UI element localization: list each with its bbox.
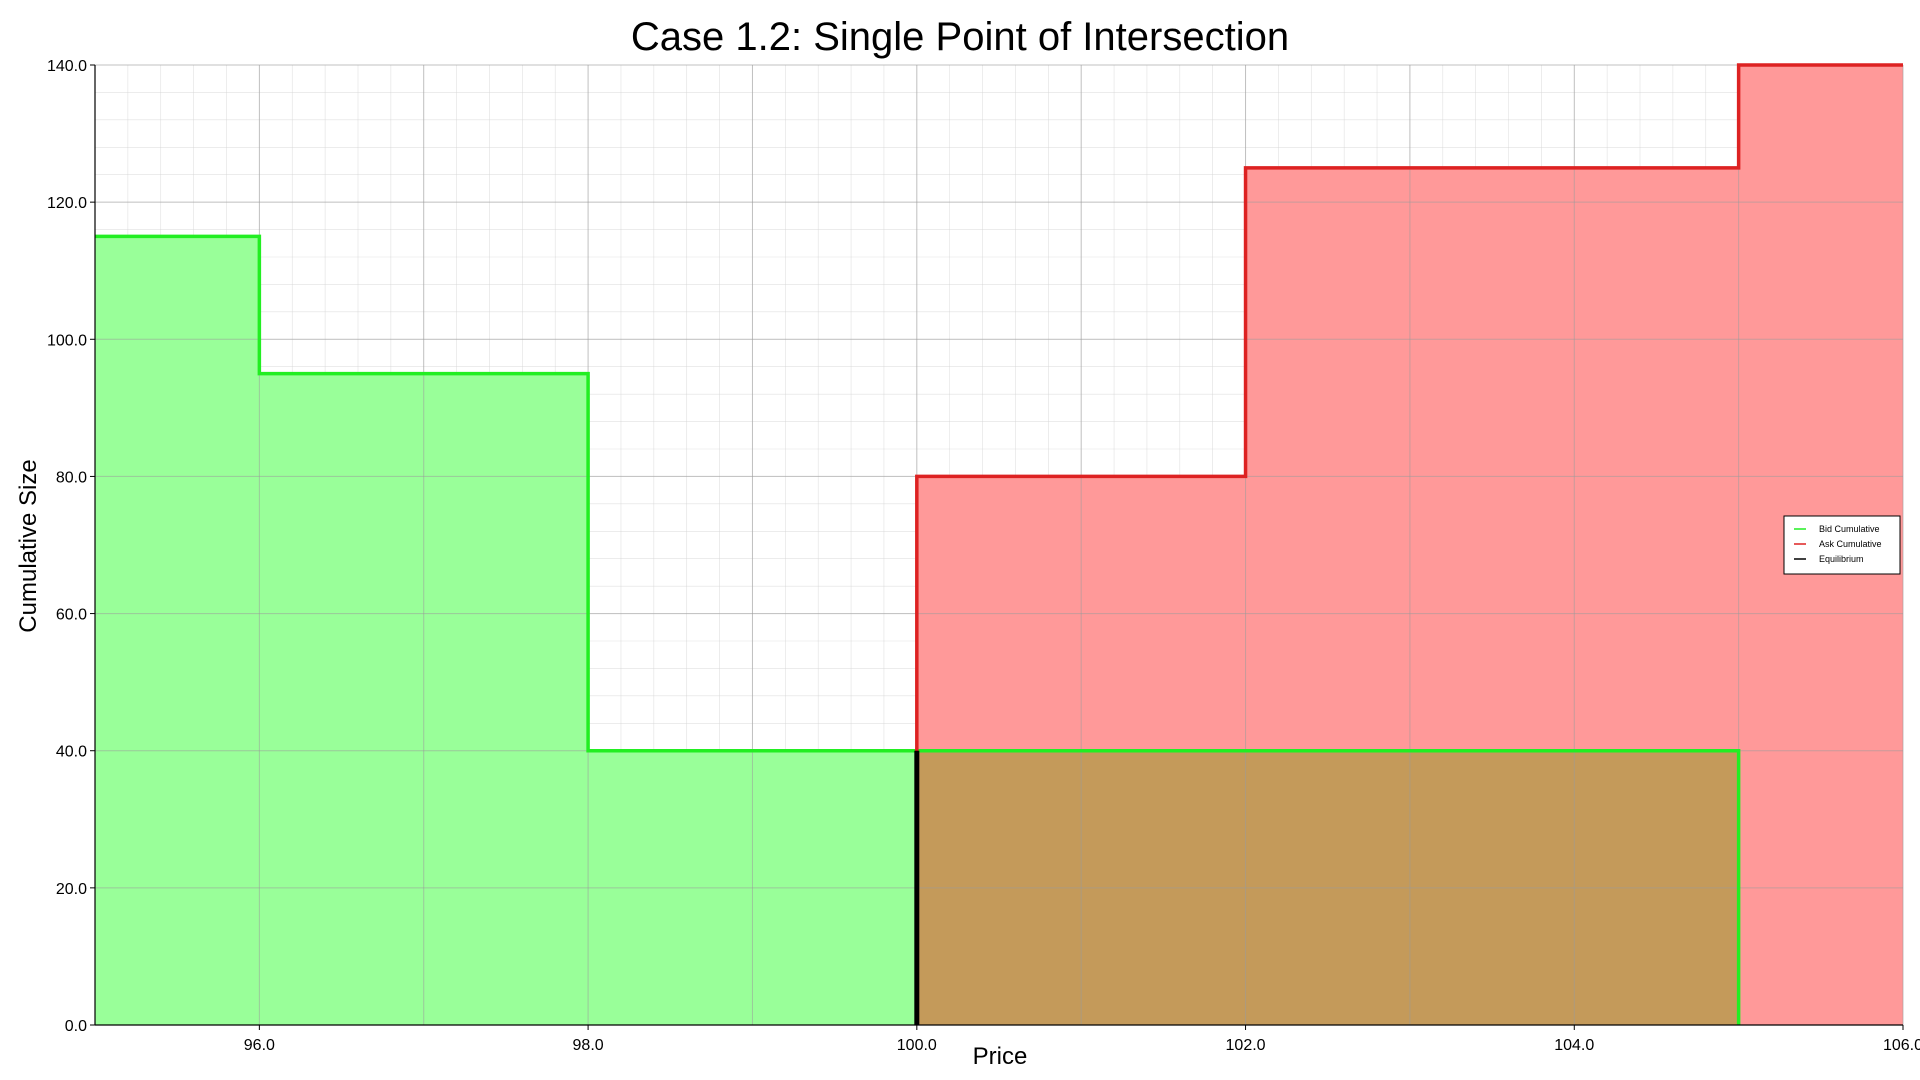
x-tick-label: 96.0 — [244, 1037, 275, 1054]
tick-labels: 96.0 98.0 100.0 102.0 104.0 106.0 0.0 20.0 40.0 6… — [47, 58, 1920, 1054]
legend-label-bid: Bid Cumulative — [1819, 524, 1880, 534]
chart-title: Case 1.2: Single Point of Intersection — [631, 15, 1289, 59]
y-tick-label: 100.0 — [47, 332, 87, 349]
x-tick-label: 100.0 — [897, 1037, 937, 1054]
y-tick-label: 140.0 — [47, 58, 87, 75]
x-axis-label: Price — [973, 1043, 1028, 1070]
y-tick-label: 40.0 — [56, 744, 87, 761]
y-axis-label: Cumulative Size — [15, 459, 42, 632]
x-tick-label: 102.0 — [1226, 1037, 1266, 1054]
y-tick-label: 120.0 — [47, 195, 87, 212]
x-tick-label: 106.0 — [1883, 1037, 1920, 1054]
x-tick-label: 104.0 — [1554, 1037, 1594, 1054]
y-tick-label: 80.0 — [56, 469, 87, 486]
axes — [90, 64, 1904, 1030]
ask-cumulative-line — [915, 63, 1903, 1025]
bid-cumulative-line — [95, 234, 1741, 1025]
legend-box — [1783, 515, 1901, 575]
x-tick-label: 98.0 — [573, 1037, 604, 1054]
y-tick-label: 20.0 — [56, 881, 87, 898]
series-lines — [95, 63, 1903, 1025]
legend-label-equilibrium: Equilibrium — [1819, 554, 1864, 564]
legend: Bid Cumulative Ask Cumulative Equilibriu… — [1783, 515, 1901, 575]
y-tick-label: 60.0 — [56, 607, 87, 624]
legend-label-ask: Ask Cumulative — [1819, 539, 1882, 549]
y-tick-label: 0.0 — [65, 1018, 87, 1035]
